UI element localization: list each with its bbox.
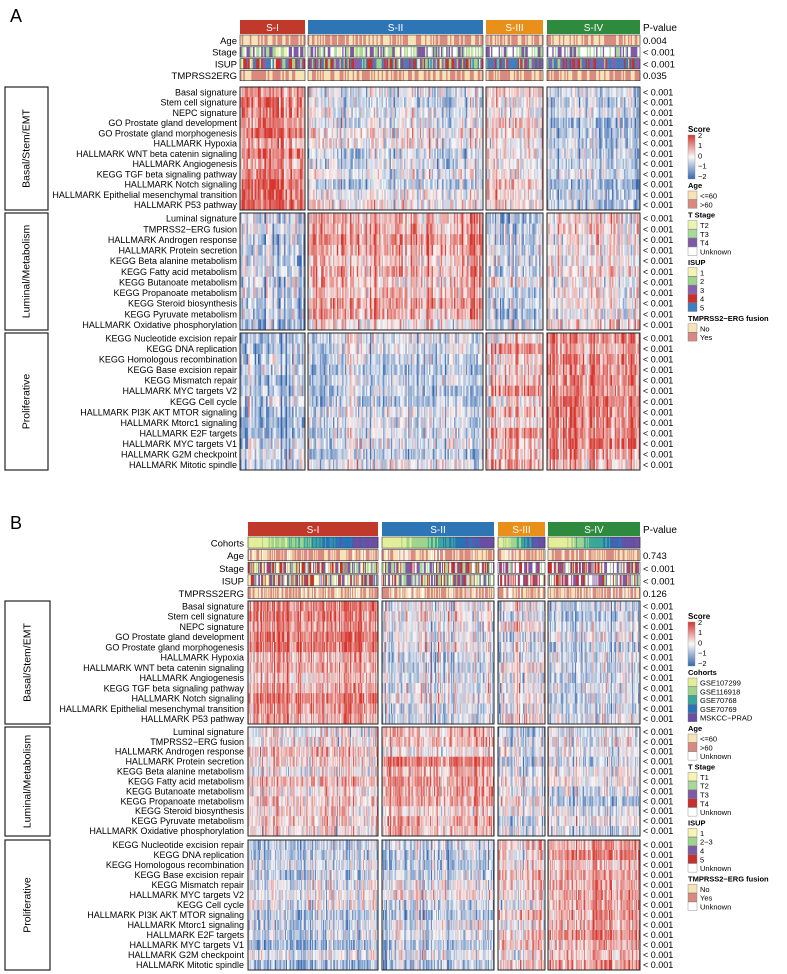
heatmap-block-basal-stem-emt-s-iv [547,87,640,210]
annotation-pvalue-tmprss2erg: 0.035 [643,71,667,82]
row-label: TMPRSS2−ERG fusion [143,224,237,234]
row-label: HALLMARK Protein secretion [118,246,237,256]
row-pvalue: < 0.001 [643,320,673,330]
group-label-basal-stem-emt: Basal/Stem/EMT [21,109,33,188]
row-pvalue: < 0.001 [643,108,673,118]
row-label: KEGG Butanoate metabolism [119,277,237,287]
row-pvalue: < 0.001 [643,309,673,319]
annotation-track-age [240,35,640,45]
heatmap-block-basal-stem-emt-s-i [240,87,305,210]
row-label: HALLMARK Oxidative phosphorylation [82,320,237,330]
annotation-label-stage: Stage [212,48,237,59]
annotation-pvalue-isup: < 0.001 [643,59,675,70]
row-label: KEGG Fatty acid metabolism [121,267,237,277]
figure-canvas: A S-I S-II S-III S-IV P-value Age 0.004 Stage < 0… [0,0,787,974]
row-label: HALLMARK Notch signaling [124,180,237,190]
row-pvalue: < 0.001 [643,190,673,200]
row-pvalue: < 0.001 [643,214,673,224]
row-label: HALLMARK WNT beta catenin signaling [76,149,237,159]
annotation-pvalue-stage: < 0.001 [643,48,675,59]
row-label: NEPC signature [172,108,237,118]
panel-label: A [10,6,22,26]
row-pvalue: < 0.001 [643,128,673,138]
panel-a: A S-I S-II S-III S-IV P-value Age 0.004 Stage < 0… [5,6,769,470]
row-label: HALLMARK Androgen response [108,235,237,245]
heatmap-block-basal-stem-emt-s-ii [308,87,483,210]
row-pvalue: < 0.001 [643,180,673,190]
row-pvalue: < 0.001 [643,235,673,245]
row-label: GO Prostate gland development [108,118,237,128]
annotation-track-tmprss2erg [240,70,640,80]
row-pvalue: < 0.001 [643,87,673,97]
row-pvalue: < 0.001 [643,277,673,287]
row-label: GO Prostate gland morphogenesis [98,128,237,138]
subtype-label-s-iii: S-III [505,23,523,34]
heatmap-block-luminal-metabolism-s-i [240,213,305,330]
row-pvalue: < 0.001 [643,256,673,266]
row-pvalue: < 0.001 [643,98,673,108]
subtype-label-s-iv: S-IV [584,23,604,34]
heatmap-block-basal-stem-emt-s-iii [486,87,543,210]
row-label: HALLMARK Angiogenesis [132,159,237,169]
row-pvalue: < 0.001 [643,288,673,298]
row-pvalue: < 0.001 [643,159,673,169]
row-label: HALLMARK Hypoxia [153,139,237,149]
annotation-track-isup [240,59,640,69]
row-pvalue: < 0.001 [643,149,673,159]
row-pvalue: < 0.001 [643,169,673,179]
annotation-label-tmprss2erg: TMPRSS2ERG [172,71,237,82]
annotation-pvalue-age: 0.004 [643,36,667,47]
row-label: KEGG Steroid biosynthesis [128,299,238,309]
subtype-label-s-i: S-I [266,23,279,34]
row-pvalue: < 0.001 [643,246,673,256]
pvalue-header: P-value [643,23,677,34]
row-label: HALLMARK Epithelial mesenchymal transiti… [52,190,237,200]
group-label-luminal-metabolism: Luminal/Metabolism [21,225,33,319]
row-label: KEGG TGF beta signaling pathway [97,169,238,179]
row-pvalue: < 0.001 [643,299,673,309]
row-pvalue: < 0.001 [643,139,673,149]
row-label: Basal signature [175,87,237,97]
row-label: Luminal signature [166,214,237,224]
row-label: KEGG Propanoate metabolism [113,288,237,298]
row-pvalue: < 0.001 [643,267,673,277]
subtype-label-s-ii: S-II [388,23,404,34]
row-label: Stem cell signature [160,98,237,108]
row-pvalue: < 0.001 [643,224,673,234]
annotation-label-isup: ISUP [215,59,237,70]
annotation-track-stage [240,47,640,57]
row-label: HALLMARK P53 pathway [134,200,238,210]
annotation-label-age: Age [220,36,237,47]
row-pvalue: < 0.001 [643,118,673,128]
row-label: KEGG Pyruvate metabolism [124,309,237,319]
row-label: KEGG Beta alanine metabolism [110,256,237,266]
row-pvalue: < 0.001 [643,200,673,210]
